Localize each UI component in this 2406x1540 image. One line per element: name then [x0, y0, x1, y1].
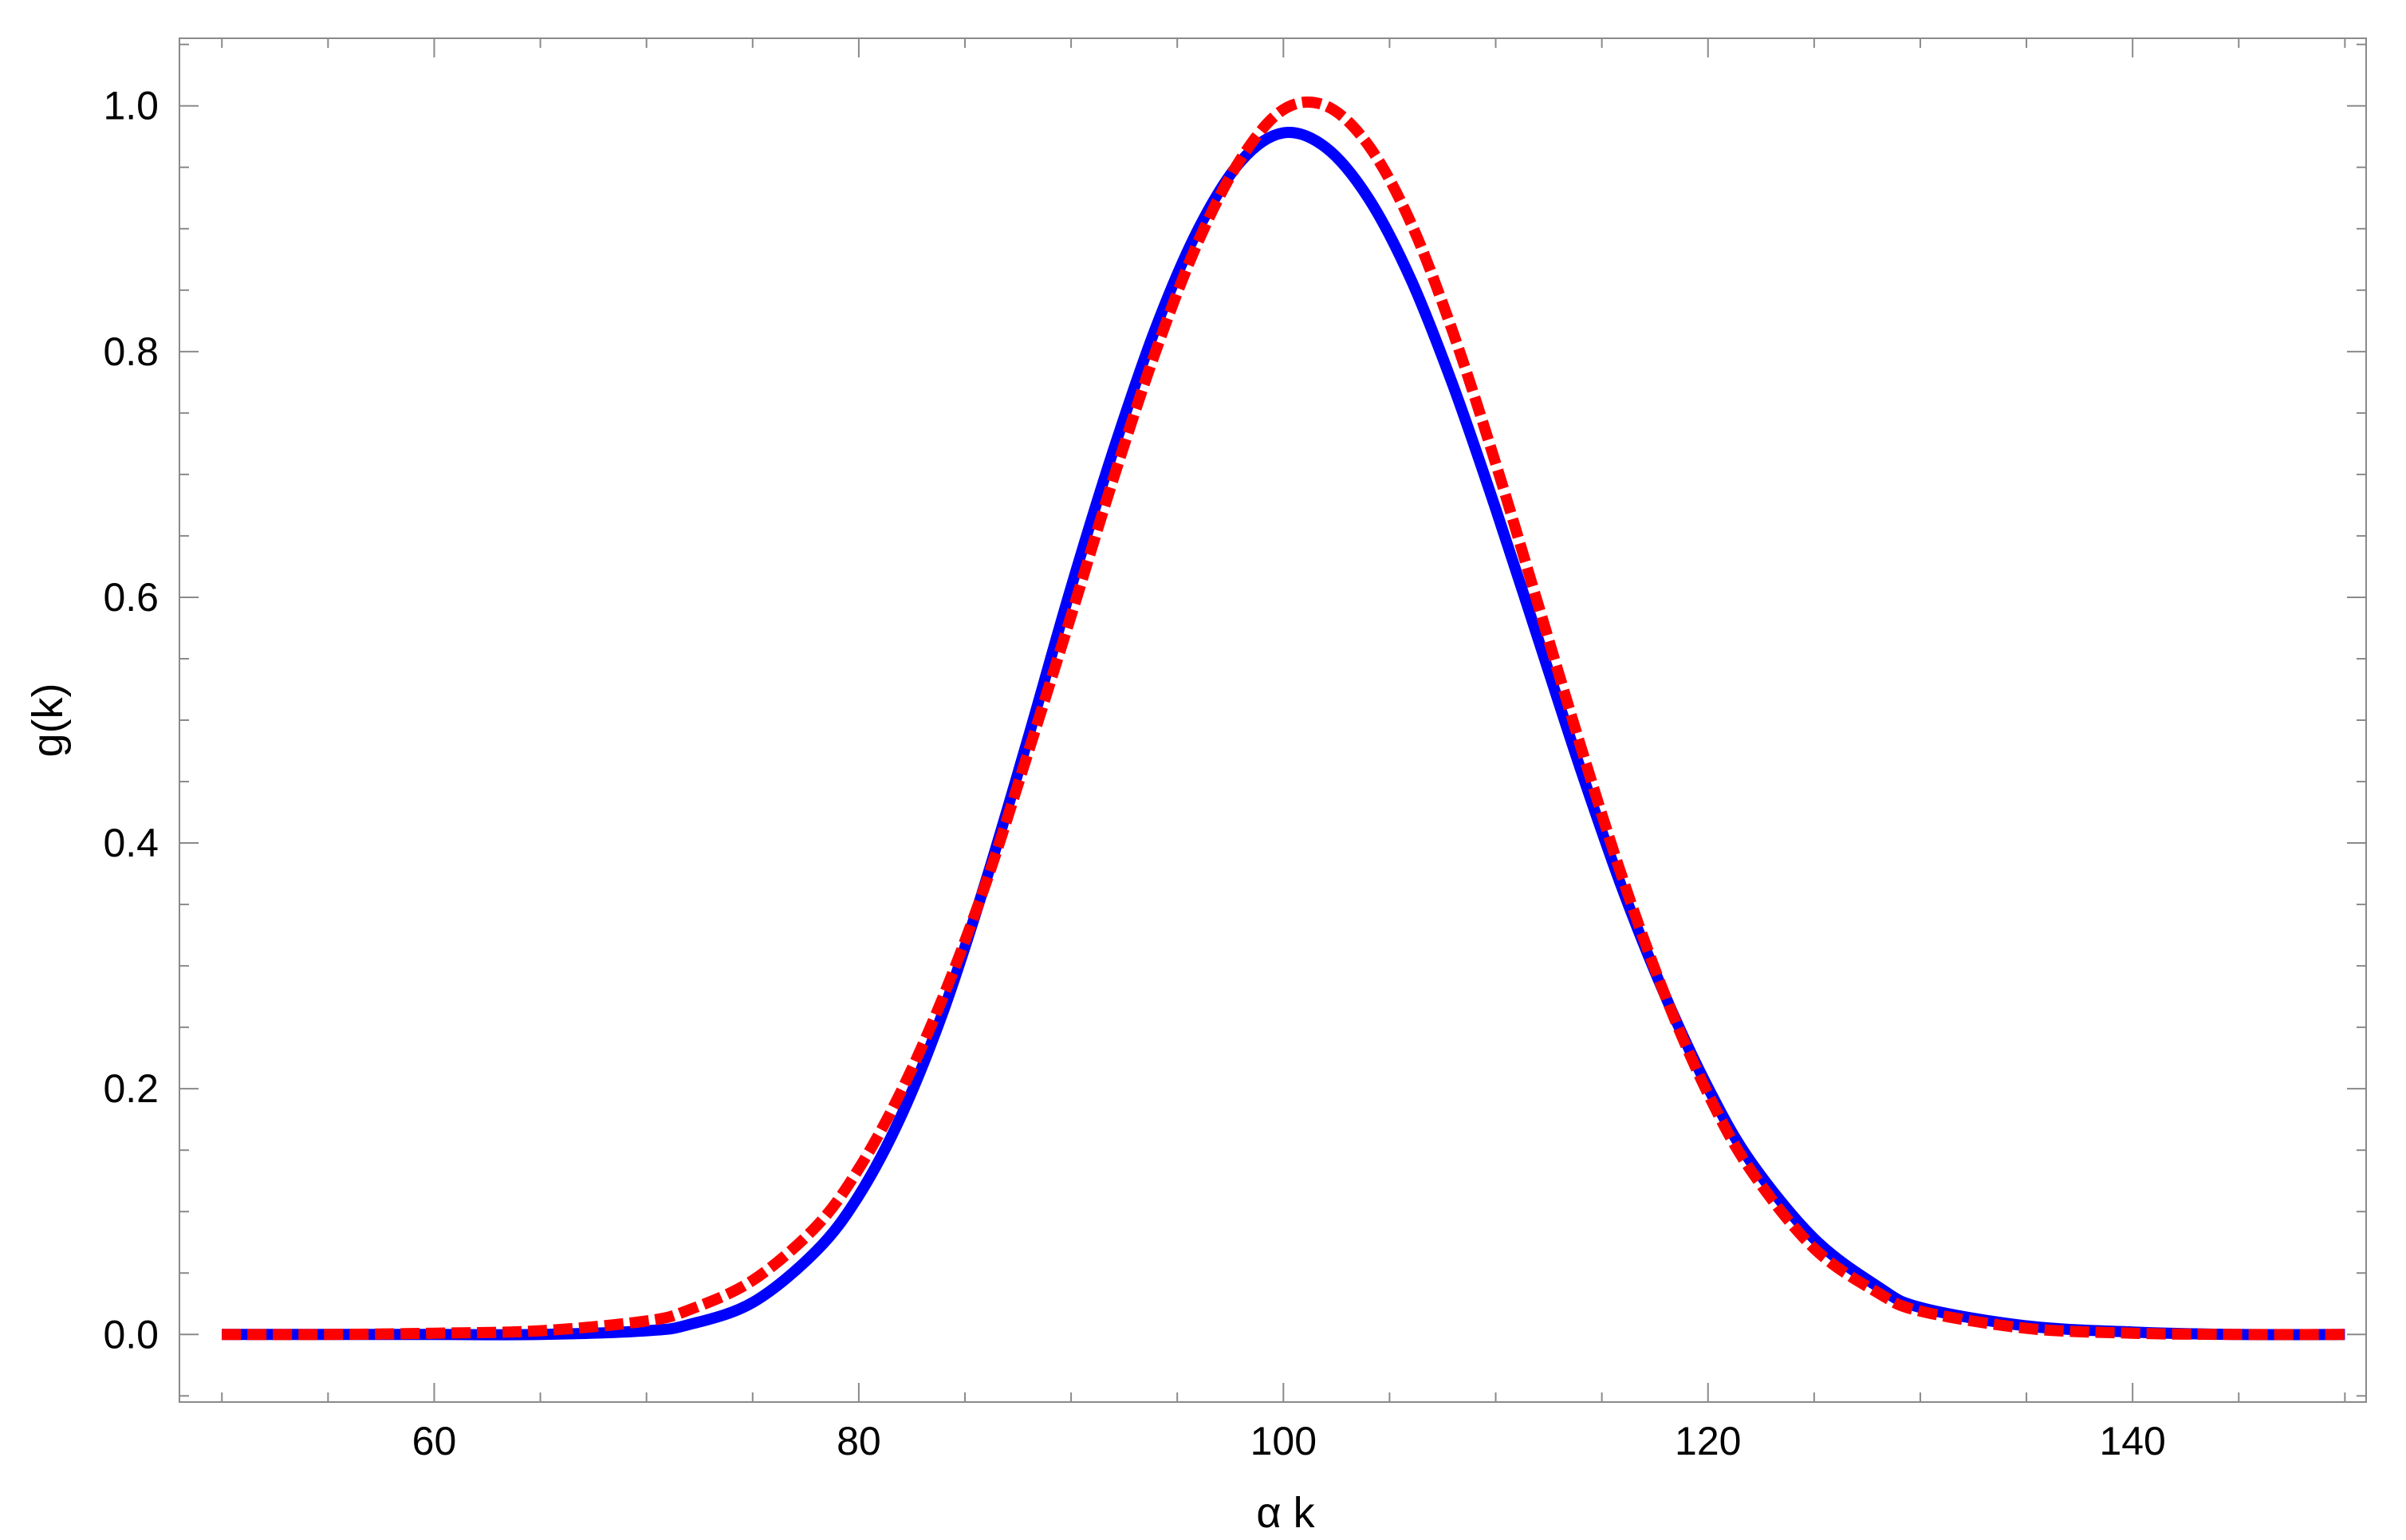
x-axis-label: α k — [1256, 1489, 1315, 1537]
y-tick-label: 0.0 — [103, 1312, 159, 1357]
y-tick-label: 0.6 — [103, 575, 159, 620]
x-tick-label: 60 — [412, 1419, 457, 1463]
series-line-blue-solid — [222, 127, 2345, 1341]
x-tick-label: 120 — [1675, 1419, 1741, 1463]
y-tick-label: 1.0 — [103, 84, 159, 128]
y-axis-label: g(k) — [24, 683, 72, 758]
plot-frame — [179, 37, 2367, 1403]
axis-ticks — [179, 38, 2366, 1402]
series-line-red-dashed — [222, 96, 2345, 1341]
x-tick-label: 80 — [837, 1419, 881, 1463]
x-tick-label: 100 — [1250, 1419, 1317, 1463]
axis-tick-labels: 60 80 100 120 140 0.0 0.2 0.4 0.6 0.8 1.0 — [103, 84, 2165, 1463]
x-tick-label: 140 — [2099, 1419, 2165, 1463]
series-group — [222, 96, 2345, 1341]
y-tick-label: 0.4 — [103, 821, 159, 865]
y-tick-label: 0.2 — [103, 1066, 159, 1111]
y-tick-label: 0.8 — [103, 329, 159, 374]
